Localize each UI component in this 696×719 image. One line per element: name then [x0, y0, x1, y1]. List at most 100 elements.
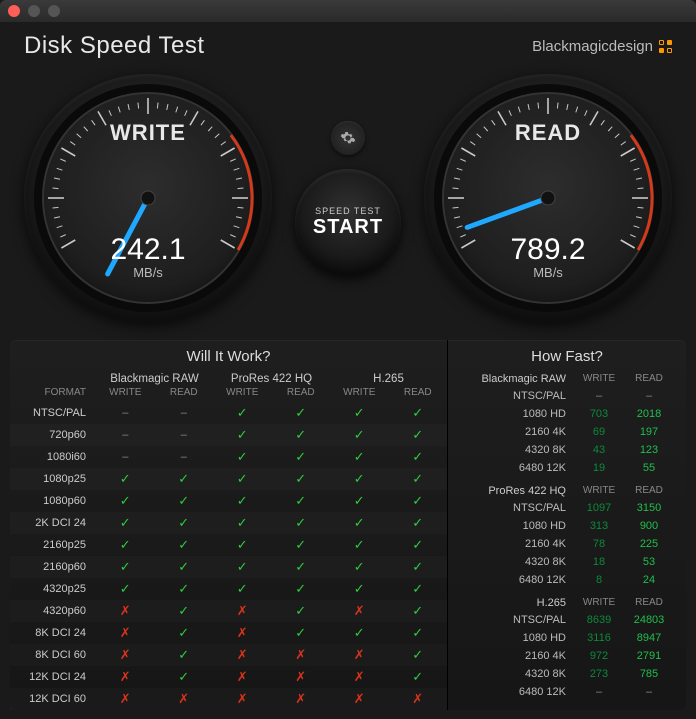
check-icon: ✓	[237, 493, 248, 508]
how-fast-row: 2160 4K78225	[448, 535, 686, 553]
check-icon: ✓	[237, 537, 248, 552]
minimize-window-button[interactable]	[28, 5, 40, 17]
how-fast-row: 1080 HD313900	[448, 517, 686, 535]
x-icon: ✗	[295, 669, 306, 684]
format-label: 2160 4K	[448, 650, 574, 662]
check-icon: ✓	[178, 515, 189, 530]
check-icon: ✓	[178, 537, 189, 552]
check-icon: ✓	[237, 515, 248, 530]
check-icon: ✓	[354, 471, 365, 486]
format-header: FORMAT	[10, 387, 96, 402]
write-fps: 19	[574, 462, 624, 474]
check-icon: ✓	[120, 471, 131, 486]
check-icon: ✓	[237, 449, 248, 464]
check-icon: ✓	[295, 581, 306, 596]
x-icon: ✗	[120, 625, 131, 640]
write-fps: –	[574, 686, 624, 698]
window-titlebar	[0, 0, 696, 22]
how-fast-row: NTSC/PAL10973150	[448, 499, 686, 517]
how-fast-body: Blackmagic RAWWRITEREADNTSC/PAL––1080 HD…	[448, 371, 686, 701]
start-line2: START	[313, 216, 383, 239]
write-fps: 3116	[574, 632, 624, 644]
format-label: 6480 12K	[448, 686, 574, 698]
format-label: 4320 8K	[448, 556, 574, 568]
check-icon: ✓	[120, 581, 131, 596]
write-gauge-dial	[24, 74, 272, 322]
how-fast-row: 1080 HD31168947	[448, 629, 686, 647]
dash-icon: –	[122, 407, 128, 419]
will-it-work-row: 8K DCI 24✗✓✗✓✓✓	[10, 622, 447, 644]
how-fast-row: NTSC/PAL863924803	[448, 611, 686, 629]
write-fps: 78	[574, 538, 624, 550]
brand-text: Blackmagicdesign	[532, 38, 653, 55]
how-fast-row: NTSC/PAL––	[448, 387, 686, 405]
app-title: Disk Speed Test	[24, 32, 204, 60]
format-label: 1080p60	[10, 495, 96, 507]
check-icon: ✓	[295, 515, 306, 530]
format-label: NTSC/PAL	[448, 502, 574, 514]
check-icon: ✓	[178, 647, 189, 662]
write-fps: 972	[574, 650, 624, 662]
how-fast-group-header: ProRes 422 HQWRITEREAD	[448, 483, 686, 499]
format-label: 6480 12K	[448, 462, 574, 474]
check-icon: ✓	[295, 625, 306, 640]
read-fps: –	[624, 686, 674, 698]
check-icon: ✓	[412, 493, 423, 508]
format-label: 6480 12K	[448, 574, 574, 586]
close-window-button[interactable]	[8, 5, 20, 17]
format-label: 2160p25	[10, 539, 96, 551]
write-fps: 313	[574, 520, 624, 532]
check-icon: ✓	[295, 493, 306, 508]
check-icon: ✓	[295, 427, 306, 442]
codec-header-row: Blackmagic RAW ProRes 422 HQ H.265	[10, 371, 447, 387]
will-it-work-title: Will It Work?	[10, 348, 447, 365]
start-button[interactable]: SPEED TEST START	[295, 169, 401, 275]
check-icon: ✓	[354, 515, 365, 530]
will-it-work-row: 4320p60✗✓✗✓✗✓	[10, 600, 447, 622]
how-fast-row: 6480 12K––	[448, 683, 686, 701]
write-gauge: WRITE 242.1 MB/s	[24, 74, 272, 322]
check-icon: ✓	[295, 405, 306, 420]
read-fps: 24803	[624, 614, 674, 626]
x-icon: ✗	[178, 691, 189, 706]
codec-header-2: H.265	[330, 371, 447, 387]
format-label: 2160 4K	[448, 426, 574, 438]
read-gauge: READ 789.2 MB/s	[424, 74, 672, 322]
write-fps: 1097	[574, 502, 624, 514]
check-icon: ✓	[295, 603, 306, 618]
write-fps: –	[574, 390, 624, 402]
write-fps: 18	[574, 556, 624, 568]
check-icon: ✓	[237, 405, 248, 420]
x-icon: ✗	[237, 625, 248, 640]
write-value: 242.1	[24, 233, 272, 267]
brand-logo-icon	[659, 40, 672, 53]
check-icon: ✓	[120, 537, 131, 552]
will-it-work-row: 1080i60––✓✓✓✓	[10, 446, 447, 468]
check-icon: ✓	[120, 559, 131, 574]
format-label: NTSC/PAL	[448, 390, 574, 402]
check-icon: ✓	[178, 471, 189, 486]
read-fps: 53	[624, 556, 674, 568]
format-label: NTSC/PAL	[448, 614, 574, 626]
read-fps: 24	[624, 574, 674, 586]
format-label: 1080 HD	[448, 408, 574, 420]
how-fast-row: 4320 8K1853	[448, 553, 686, 571]
check-icon: ✓	[412, 471, 423, 486]
write-fps: 43	[574, 444, 624, 456]
read-fps: –	[624, 390, 674, 402]
format-label: NTSC/PAL	[10, 407, 96, 419]
brand: Blackmagicdesign	[532, 38, 672, 55]
check-icon: ✓	[354, 625, 365, 640]
read-gauge-dial	[424, 74, 672, 322]
will-it-work-row: 12K DCI 24✗✓✗✗✗✓	[10, 666, 447, 688]
read-fps: 2791	[624, 650, 674, 662]
maximize-window-button[interactable]	[48, 5, 60, 17]
will-it-work-row: NTSC/PAL––✓✓✓✓	[10, 402, 447, 424]
settings-button[interactable]	[331, 121, 365, 155]
check-icon: ✓	[354, 449, 365, 464]
format-label: 4320 8K	[448, 668, 574, 680]
check-icon: ✓	[354, 493, 365, 508]
will-it-work-body: NTSC/PAL––✓✓✓✓720p60––✓✓✓✓1080i60––✓✓✓✓1…	[10, 402, 447, 710]
will-it-work-panel: Will It Work? Blackmagic RAW ProRes 422 …	[10, 340, 448, 710]
check-icon: ✓	[295, 559, 306, 574]
